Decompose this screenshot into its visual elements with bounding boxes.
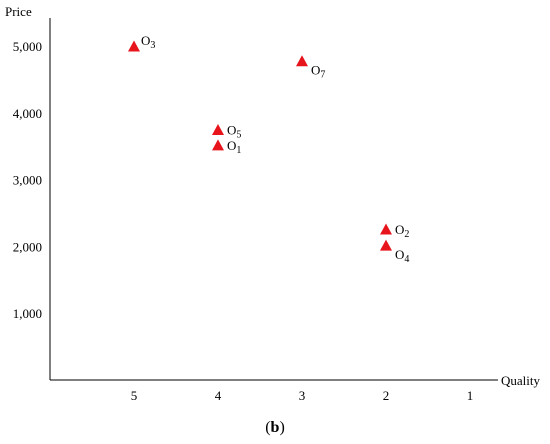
data-point-label: O1 [227,138,241,156]
panel-label: (b) [265,419,285,436]
y-tick-label: 3,000 [13,173,42,188]
y-axis-title: Price [5,4,32,19]
data-point-marker [380,239,392,251]
panel-label-close: ) [279,419,284,436]
y-tick-labels: 1,000 2,000 3,000 4,000 5,000 [13,39,42,321]
panel-label-open: ( [265,419,270,436]
data-point-marker [212,139,224,151]
x-axis-title: Quality [501,373,540,388]
data-point-label: O2 [395,222,409,240]
x-tick-label: 2 [383,388,390,403]
data-point-marker [380,223,392,235]
data-point-label: O5 [227,123,241,141]
y-tick-label: 1,000 [13,306,42,321]
data-point-marker [128,40,140,52]
x-tick-labels: 5 4 3 2 1 [131,388,474,403]
data-point-label: O7 [311,63,325,81]
panel-label-letter: b [271,419,280,436]
x-tick-label: 4 [215,388,222,403]
data-point-label: O4 [395,247,409,265]
x-tick-label: 1 [467,388,474,403]
data-point-marker [212,124,224,135]
data-point-label: O3 [141,33,155,51]
axes: Price Quality [5,4,540,388]
x-tick-label: 3 [299,388,306,403]
y-tick-label: 5,000 [13,39,42,54]
data-point-marker [296,55,308,67]
x-tick-label: 5 [131,388,138,403]
y-tick-label: 2,000 [13,239,42,254]
y-tick-label: 4,000 [13,106,42,121]
